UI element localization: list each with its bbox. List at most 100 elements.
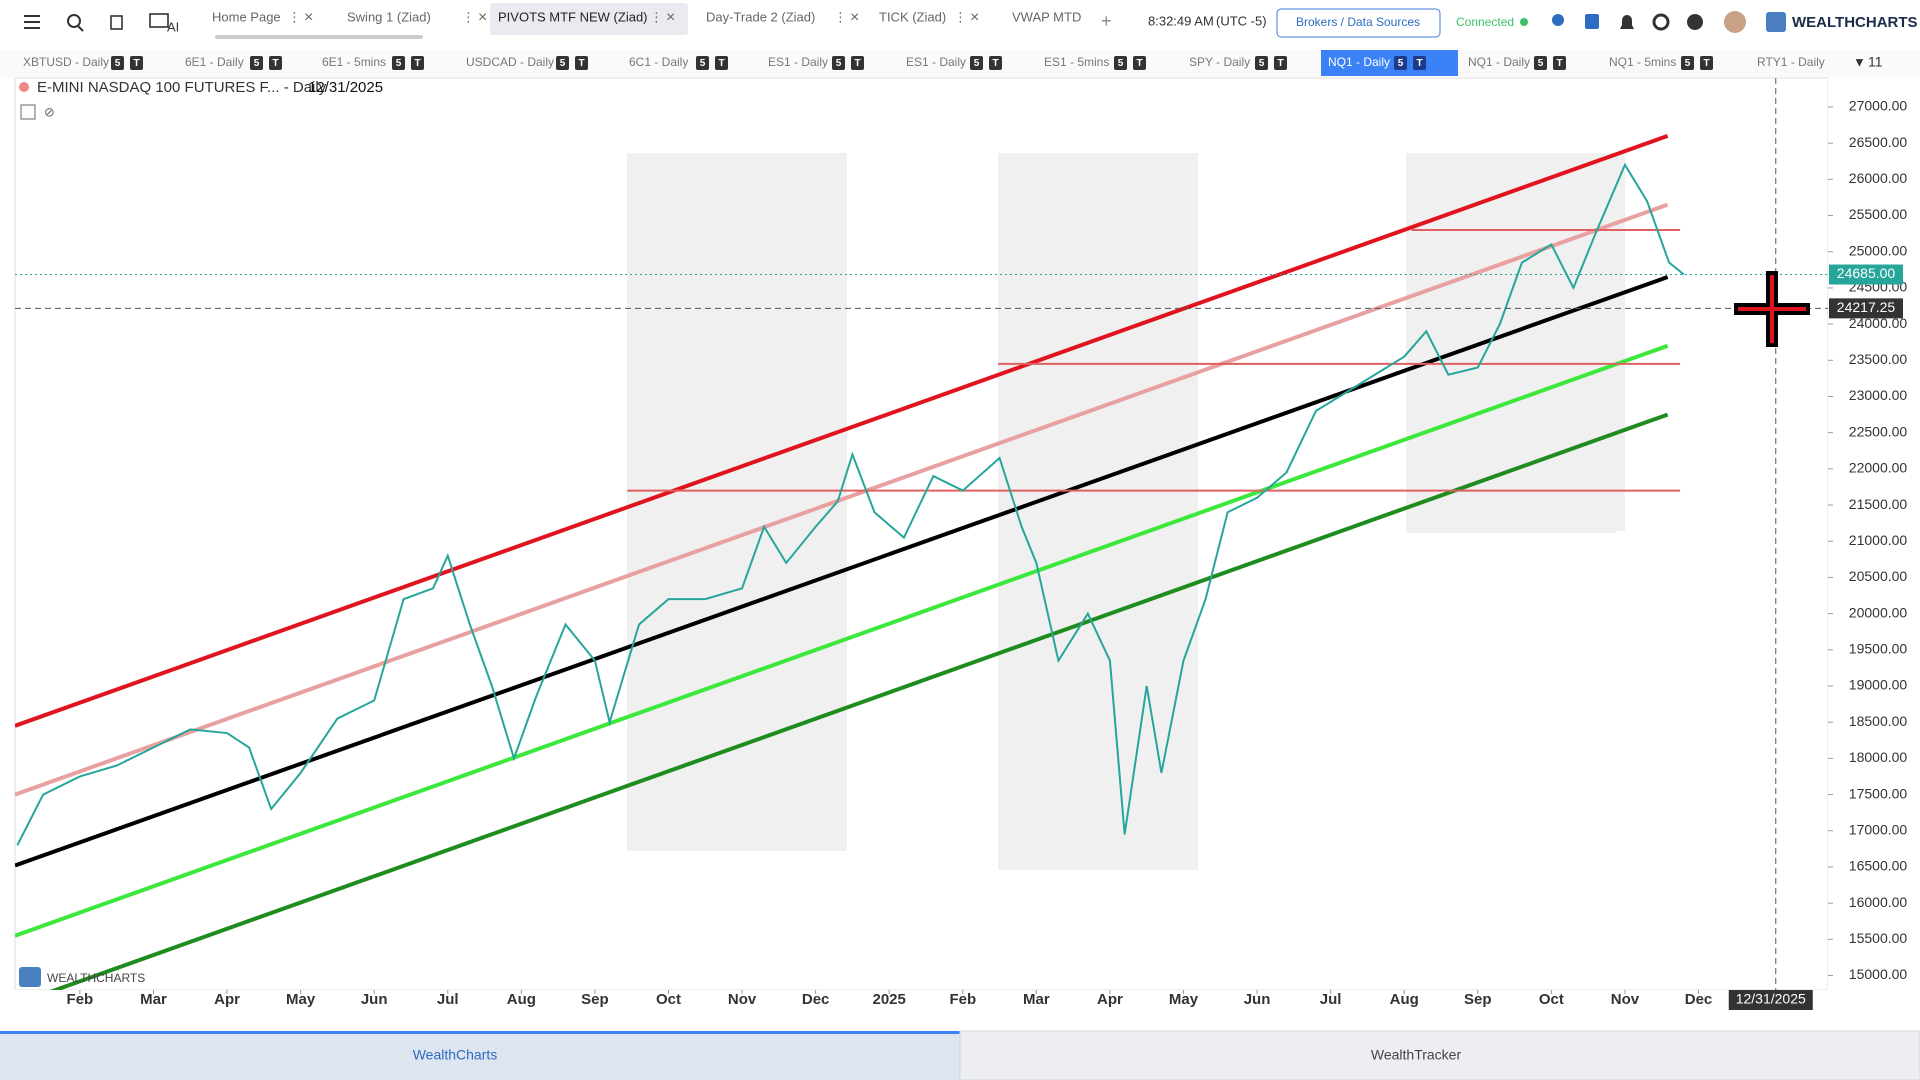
symbol-tab-label[interactable]: SPY - Daily xyxy=(1189,55,1250,69)
badge-bg xyxy=(1114,56,1127,70)
tab-menu[interactable]: ⋮ xyxy=(954,9,967,24)
footer-tab-label: WealthCharts xyxy=(413,1047,498,1063)
cursor xyxy=(1734,271,1810,347)
help-icon[interactable] xyxy=(1687,14,1703,30)
badge: 5 xyxy=(396,58,402,69)
expand-icon[interactable] xyxy=(20,104,36,120)
settings-icon[interactable] xyxy=(1652,13,1670,31)
y-tick-label: 20500.00 xyxy=(1849,568,1908,584)
tab-scrollbar xyxy=(215,35,423,39)
y-tick-label: 20000.00 xyxy=(1849,604,1908,620)
badge: 5 xyxy=(974,58,980,69)
avatar[interactable] xyxy=(1724,11,1746,33)
tab-close[interactable]: × xyxy=(304,9,313,26)
y-tick-label: 21000.00 xyxy=(1849,532,1908,548)
symbol-tab-label[interactable]: USDCAD - Daily xyxy=(466,55,554,69)
badge: T xyxy=(414,58,420,69)
x-tick-label: Feb xyxy=(67,991,94,1008)
trendline xyxy=(49,412,1669,990)
badge-bg xyxy=(575,56,588,70)
crosshair-box xyxy=(1829,298,1903,319)
tab-label[interactable]: TICK (Ziad) xyxy=(879,9,946,24)
bell-icon[interactable] xyxy=(1620,15,1634,29)
tab-menu[interactable]: ⋮ xyxy=(288,9,301,24)
symbol-tab-label[interactable]: 6C1 - Daily xyxy=(629,55,688,69)
crosshair-x-box xyxy=(1728,990,1813,1010)
tab-menu[interactable]: ⋮ xyxy=(462,9,475,24)
badge-bg xyxy=(556,56,569,70)
visibility-icon[interactable]: ⊘ xyxy=(44,104,55,119)
watermark-mark xyxy=(19,967,41,987)
symbol-tab-label[interactable]: ES1 - Daily xyxy=(906,55,966,69)
y-tick-label: 24000.00 xyxy=(1849,315,1908,331)
clock: 8:32:49 AM xyxy=(1148,13,1214,28)
last-price-box xyxy=(1829,264,1903,285)
crosshair-x-label: 12/31/2025 xyxy=(1736,991,1806,1007)
badge: T xyxy=(272,58,278,69)
badge: T xyxy=(1136,58,1142,69)
y-tick-label: 17500.00 xyxy=(1849,785,1908,801)
footer-tab[interactable] xyxy=(959,1030,1920,1080)
tab-close[interactable]: × xyxy=(970,9,979,26)
symbol-tab-label[interactable]: ES1 - Daily xyxy=(768,55,828,69)
trendline xyxy=(15,343,1669,938)
badge: T xyxy=(1416,58,1422,69)
badge-bg xyxy=(269,56,282,70)
symbol-tab-label[interactable]: 6E1 - 5mins xyxy=(322,55,386,69)
chart-title: E-MINI NASDAQ 100 FUTURES F... - Daily xyxy=(37,79,327,96)
y-tick-label: 16000.00 xyxy=(1849,894,1908,910)
ai-icon[interactable] xyxy=(149,13,169,28)
active-symbol-bg xyxy=(1321,50,1458,76)
badge: 5 xyxy=(1259,58,1265,69)
badge-bg xyxy=(970,56,983,70)
y-tick-label: 15500.00 xyxy=(1849,930,1908,946)
y-tick-label: 26500.00 xyxy=(1849,134,1908,150)
symbol-tab-label[interactable]: NQ1 - Daily xyxy=(1468,55,1530,69)
y-tick-label: 22000.00 xyxy=(1849,460,1908,476)
tab-menu[interactable]: ⋮ xyxy=(834,9,847,24)
tab-label[interactable]: Home Page xyxy=(212,9,281,24)
badge-bg xyxy=(411,56,424,70)
badge: 5 xyxy=(1398,58,1404,69)
tab-close[interactable]: × xyxy=(850,9,859,26)
crosshair-label: 24217.25 xyxy=(1837,299,1896,315)
x-tick-label: Dec xyxy=(802,991,830,1008)
tab-label[interactable]: VWAP MTD xyxy=(1012,9,1081,24)
search-icon[interactable] xyxy=(67,14,84,32)
layout-icon[interactable] xyxy=(110,15,123,30)
tab-close[interactable]: × xyxy=(478,9,487,26)
tab-menu[interactable]: ⋮ xyxy=(650,9,663,24)
brokers-button[interactable] xyxy=(1276,8,1441,38)
badge-bg xyxy=(1700,56,1713,70)
symbol-tab-label[interactable]: XBTUSD - Daily xyxy=(23,55,109,69)
symbol-tab-label[interactable]: NQ1 - Daily xyxy=(1328,55,1390,69)
menu-icon[interactable] xyxy=(24,15,40,29)
badge-bg xyxy=(1534,56,1547,70)
watermark: WEALTHCHARTS xyxy=(47,971,145,985)
add-tab[interactable]: + xyxy=(1101,11,1112,31)
badge: 5 xyxy=(115,58,121,69)
symbol-tab-label[interactable]: ES1 - 5mins xyxy=(1044,55,1109,69)
tab-close[interactable]: × xyxy=(666,9,675,26)
more-tabs[interactable]: ▼ xyxy=(1853,54,1866,69)
tab-label[interactable]: Day-Trade 2 (Ziad) xyxy=(706,9,815,24)
symbol-tab-label[interactable]: 6E1 - Daily xyxy=(185,55,244,69)
tab-label[interactable]: Swing 1 (Ziad) xyxy=(347,9,431,24)
badge: T xyxy=(1703,58,1709,69)
badge: T xyxy=(992,58,998,69)
toolbar-icons[interactable] xyxy=(1552,14,1599,29)
y-tick-label: 17000.00 xyxy=(1849,821,1908,837)
x-tick-label: Aug xyxy=(507,991,536,1008)
y-tick-label: 25500.00 xyxy=(1849,206,1908,222)
badge: T xyxy=(1277,58,1283,69)
badge-bg xyxy=(1274,56,1287,70)
status-dot xyxy=(1520,18,1528,26)
y-tick-label: 27000.00 xyxy=(1849,98,1908,114)
symbol-tab-label[interactable]: NQ1 - 5mins xyxy=(1609,55,1676,69)
y-tick-label: 23000.00 xyxy=(1849,387,1908,403)
footer-tab-active[interactable] xyxy=(0,1031,960,1080)
symbol-tab-label[interactable]: RTY1 - Daily xyxy=(1757,55,1825,69)
x-tick-label: Feb xyxy=(949,991,976,1008)
tab-label[interactable]: PIVOTS MTF NEW (Ziad) xyxy=(498,9,648,24)
